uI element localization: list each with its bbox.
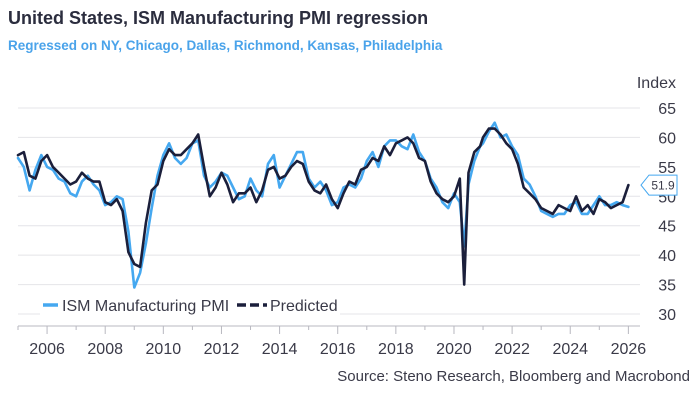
legend: ISM Manufacturing PMI Predicted bbox=[40, 296, 340, 316]
y-tick-label: 35 bbox=[658, 278, 676, 295]
x-tick-label: 2016 bbox=[320, 341, 356, 358]
x-tick-label: 2014 bbox=[262, 341, 298, 358]
last-value-badge-group: 51.9 bbox=[640, 174, 678, 196]
x-tick-label: 2024 bbox=[552, 341, 588, 358]
x-tick-label: 2020 bbox=[436, 341, 472, 358]
series-line-ism-manufacturing-pmi bbox=[16, 121, 630, 289]
x-tick-label: 2018 bbox=[378, 341, 414, 358]
x-tick-label: 2012 bbox=[204, 341, 240, 358]
y-axis-label: Index bbox=[637, 75, 676, 92]
last-value-label: 51.9 bbox=[651, 179, 675, 193]
legend-label-predicted: Predicted bbox=[270, 298, 338, 315]
y-tick-label: 60 bbox=[658, 130, 676, 147]
y-tick-label: 55 bbox=[658, 160, 676, 177]
y-tick-label: 30 bbox=[658, 307, 676, 324]
x-tick-label: 2006 bbox=[29, 341, 65, 358]
legend-background bbox=[40, 296, 340, 316]
x-tick-label: 2026 bbox=[611, 341, 647, 358]
chart-subtitle: Regressed on NY, Chicago, Dallas, Richmo… bbox=[8, 38, 443, 53]
last-value-badge bbox=[640, 174, 678, 196]
x-tick-label: 2022 bbox=[494, 341, 530, 358]
y-tick-label: 65 bbox=[658, 101, 676, 118]
series-line-predicted bbox=[16, 127, 630, 286]
x-tick-label: 2008 bbox=[87, 341, 123, 358]
x-tick-label: 2010 bbox=[146, 341, 182, 358]
chart-title: United States, ISM Manufacturing PMI reg… bbox=[8, 8, 429, 28]
series-lines bbox=[16, 121, 630, 289]
legend-label-ism-manufacturing-pmi: ISM Manufacturing PMI bbox=[62, 298, 229, 315]
source-note: Source: Steno Research, Bloomberg and Ma… bbox=[337, 368, 690, 385]
gridlines bbox=[18, 107, 640, 315]
y-tick-label: 45 bbox=[658, 219, 676, 236]
y-tick-label: 40 bbox=[658, 248, 676, 265]
